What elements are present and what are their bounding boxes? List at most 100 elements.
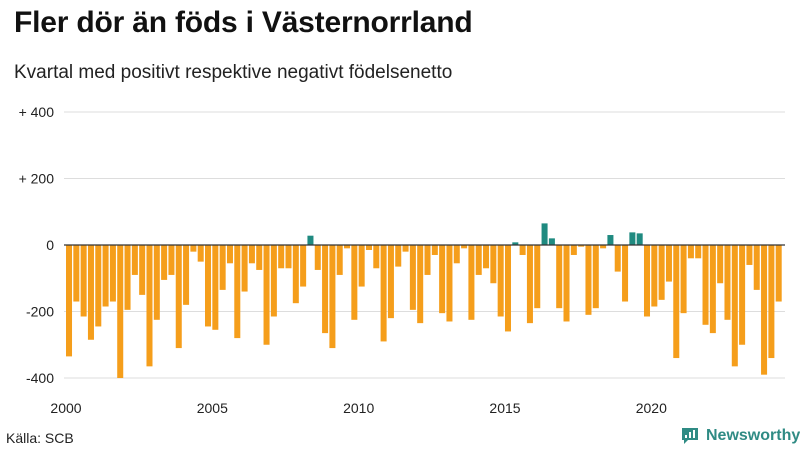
bar bbox=[417, 245, 424, 324]
bar bbox=[153, 245, 160, 320]
bar bbox=[336, 245, 343, 275]
bar bbox=[131, 245, 138, 275]
bar bbox=[117, 245, 124, 378]
bar bbox=[483, 245, 490, 269]
bar bbox=[548, 238, 555, 245]
bar bbox=[563, 245, 570, 322]
bar bbox=[380, 245, 387, 342]
y-tick-label: + 400 bbox=[19, 104, 55, 120]
bar bbox=[651, 245, 658, 307]
bars bbox=[66, 223, 782, 378]
bar bbox=[768, 245, 775, 359]
bar bbox=[753, 245, 760, 290]
bar bbox=[409, 245, 416, 310]
bar bbox=[387, 245, 394, 319]
bar bbox=[300, 245, 307, 287]
bar bbox=[73, 245, 80, 302]
bar bbox=[607, 235, 614, 246]
y-tick-label: -400 bbox=[26, 370, 54, 386]
bar bbox=[512, 242, 519, 245]
bar bbox=[431, 245, 438, 255]
brand-name: Newsworthy bbox=[706, 427, 800, 444]
bar bbox=[168, 245, 175, 275]
bar bbox=[344, 245, 351, 249]
bar bbox=[658, 245, 665, 300]
bar bbox=[322, 245, 329, 334]
bar bbox=[534, 245, 541, 309]
bar bbox=[504, 245, 511, 332]
source-note: Källa: SCB bbox=[6, 430, 74, 446]
bar bbox=[453, 245, 460, 264]
y-tick-label: -200 bbox=[26, 304, 54, 320]
bar bbox=[468, 245, 475, 320]
bar bbox=[314, 245, 321, 270]
bar bbox=[761, 245, 768, 375]
bar bbox=[248, 245, 255, 264]
bar bbox=[717, 245, 724, 284]
bar bbox=[278, 245, 285, 269]
y-axis-labels: + 400 + 200 0 -200 -400 bbox=[19, 104, 55, 386]
bar bbox=[614, 245, 621, 272]
chart-title: Fler dör än föds i Västernorrland bbox=[14, 6, 473, 39]
bar bbox=[600, 245, 607, 249]
bar bbox=[439, 245, 446, 314]
bar bbox=[570, 245, 577, 255]
x-tick-label: 2000 bbox=[50, 400, 81, 416]
bar bbox=[197, 245, 204, 262]
bar bbox=[358, 245, 365, 287]
x-tick-label: 2005 bbox=[197, 400, 228, 416]
bar bbox=[424, 245, 431, 275]
bar bbox=[307, 235, 314, 245]
bar bbox=[183, 245, 190, 305]
bar bbox=[95, 245, 102, 327]
bar bbox=[146, 245, 153, 367]
bar bbox=[673, 245, 680, 359]
bar bbox=[665, 245, 672, 282]
bar bbox=[578, 245, 585, 247]
bar bbox=[643, 245, 651, 317]
bar bbox=[109, 245, 116, 302]
bar bbox=[270, 245, 277, 317]
bar bbox=[490, 245, 497, 284]
x-tick-label: 2015 bbox=[489, 400, 520, 416]
bar bbox=[263, 245, 270, 345]
bar bbox=[373, 245, 380, 269]
bar bbox=[175, 245, 182, 349]
bar bbox=[526, 245, 533, 324]
x-tick-label: 2010 bbox=[343, 400, 374, 416]
x-axis-labels: 2000 2005 2010 2015 2020 bbox=[50, 400, 667, 416]
bar bbox=[541, 223, 548, 245]
bar bbox=[709, 245, 716, 334]
newsworthy-logo: Newsworthy bbox=[680, 426, 800, 446]
bar bbox=[285, 245, 292, 269]
bar bbox=[212, 245, 219, 330]
bar bbox=[292, 245, 299, 304]
bar bbox=[139, 245, 146, 295]
y-tick-label: 0 bbox=[46, 237, 54, 253]
bar bbox=[402, 245, 409, 252]
bar bbox=[695, 245, 702, 259]
bar bbox=[775, 245, 782, 302]
bar bbox=[687, 245, 694, 259]
bar bbox=[622, 245, 629, 302]
bar bbox=[724, 245, 731, 320]
bar bbox=[351, 245, 358, 320]
bar bbox=[226, 245, 233, 264]
bar bbox=[519, 245, 526, 255]
bar bbox=[585, 245, 592, 315]
bar bbox=[256, 245, 263, 270]
x-tick-label: 2020 bbox=[636, 400, 667, 416]
bar bbox=[395, 245, 402, 267]
bar bbox=[329, 245, 336, 349]
bar bbox=[739, 245, 746, 345]
bar bbox=[219, 245, 226, 290]
bar bbox=[629, 232, 636, 246]
bar bbox=[746, 245, 753, 265]
bar bbox=[80, 245, 87, 317]
bar bbox=[731, 245, 738, 367]
bar bbox=[475, 245, 482, 275]
bar bbox=[87, 245, 94, 340]
bar bbox=[461, 245, 468, 249]
y-tick-label: + 200 bbox=[19, 171, 55, 187]
